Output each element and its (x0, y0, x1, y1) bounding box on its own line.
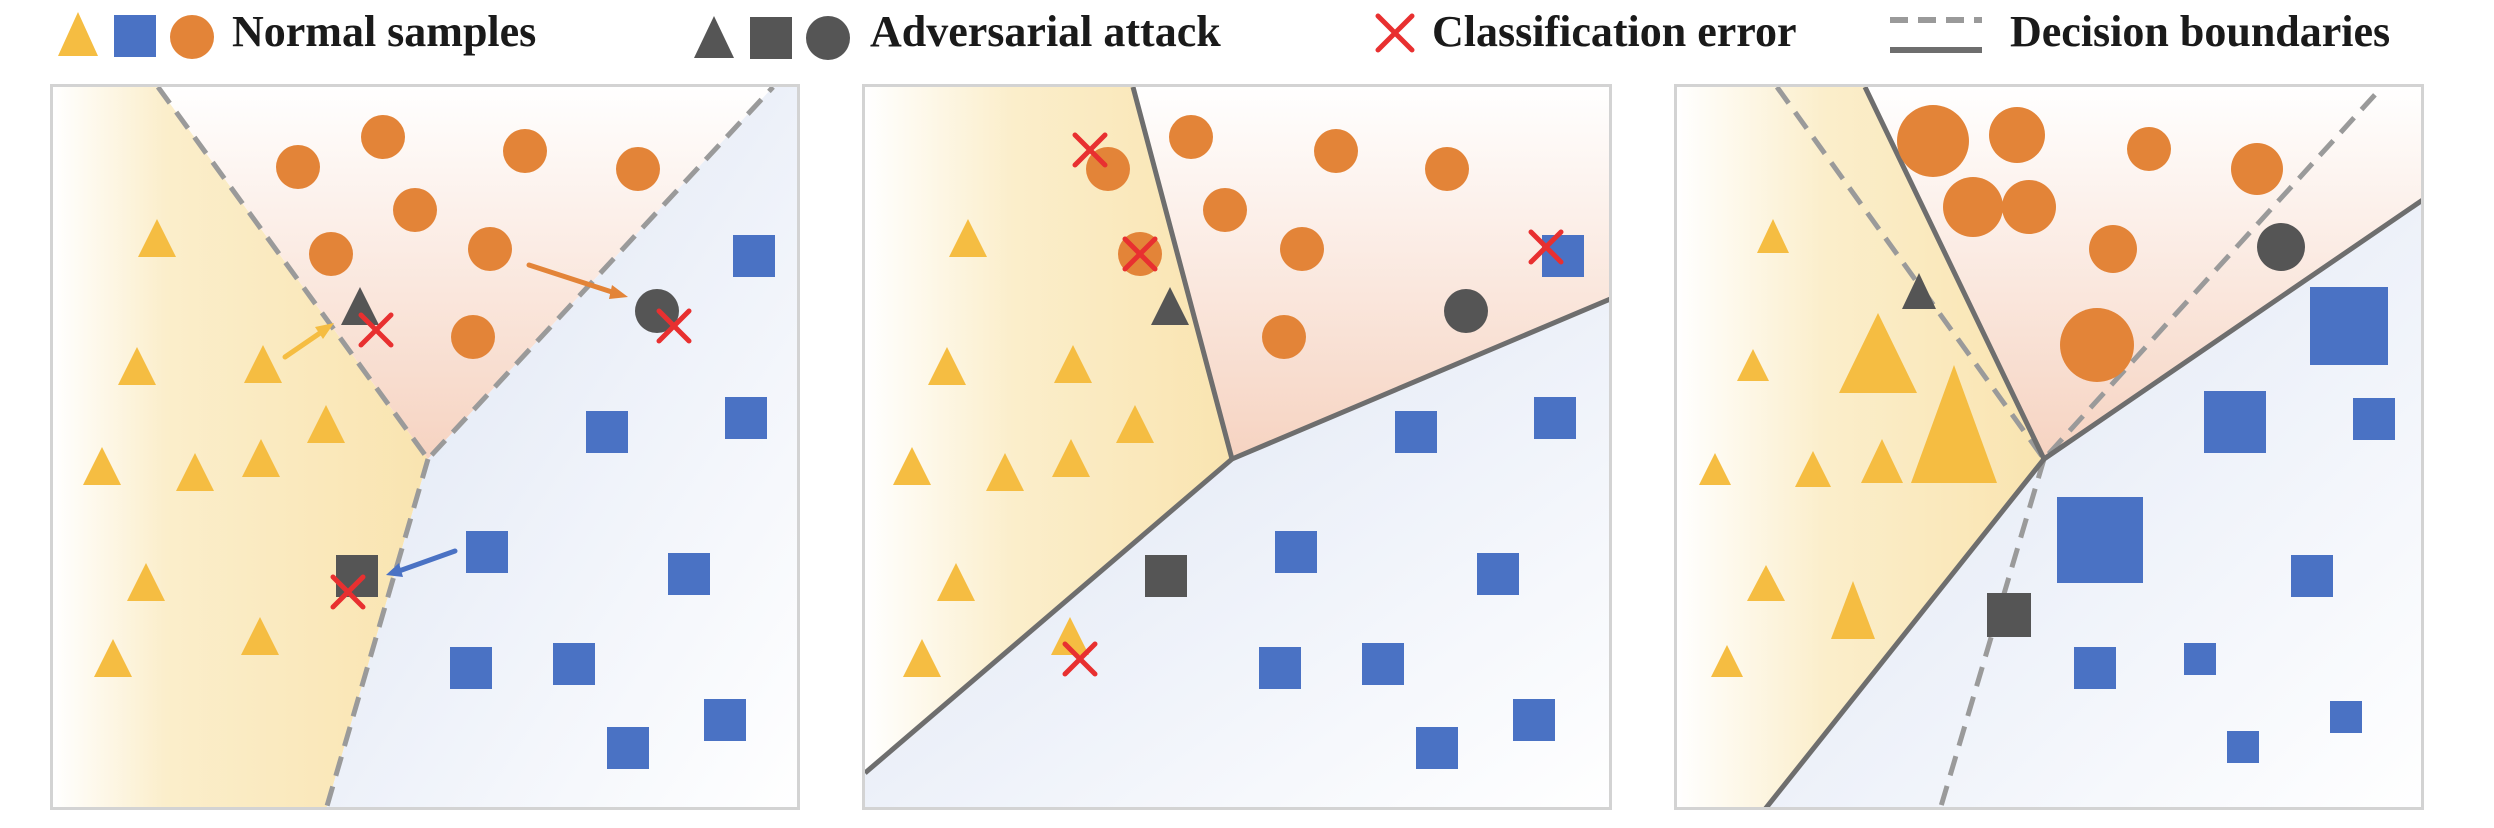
legend-triangle-icon (58, 12, 98, 56)
error-crosses (1062, 132, 1564, 677)
legend-normal-samples-label: Normal samples (232, 7, 537, 56)
square-samples (450, 235, 775, 769)
panel-1 (50, 84, 800, 810)
triangle-samples (893, 219, 1154, 677)
region-circle-class (1133, 87, 1609, 459)
region-triangle-class (1677, 87, 2044, 807)
solid-decision-boundary (865, 457, 1234, 775)
adversarial-circle (1444, 289, 1488, 333)
legend-adversarial-square-icon (750, 17, 792, 59)
triangle-samples (1699, 219, 1997, 677)
circle-samples (1086, 115, 1469, 359)
panel-3 (1674, 84, 2424, 810)
legend-square-icon (114, 15, 156, 57)
circle-samples (276, 115, 660, 359)
solid-decision-boundary (1763, 457, 2046, 807)
triangle-samples (83, 219, 345, 677)
legend-adversarial-circle-icon (806, 16, 850, 60)
error-crosses (330, 308, 692, 610)
legend-decision-boundaries-label: Decision boundaries (2010, 7, 2391, 56)
adversarial-square (1987, 593, 2031, 637)
legend-cross-icon (1375, 13, 1415, 53)
panel-3-plot (1677, 87, 2421, 807)
legend: Normal samples Adversarial attack Classi… (0, 0, 2494, 76)
adversarial-triangle (341, 287, 379, 325)
adversarial-circle (2257, 223, 2305, 271)
adversarial-triangle (1151, 287, 1189, 325)
square-samples (1259, 235, 1584, 769)
dashed-decision-boundary (1774, 87, 2384, 463)
legend-adversarial-triangle-icon (694, 16, 734, 58)
panel-1-plot (53, 87, 797, 807)
attack-arrows (282, 262, 628, 577)
adversarial-triangle (1902, 273, 1936, 309)
legend-adversarial-attack-label: Adversarial attack (870, 7, 1221, 56)
adversarial-square (1145, 555, 1187, 597)
legend-circle-icon (170, 15, 214, 59)
region-triangle-class (53, 87, 428, 807)
region-square-class (326, 87, 797, 807)
panel-2-plot (865, 87, 1609, 807)
circle-samples (1897, 105, 2283, 382)
region-circle-class (1865, 87, 2421, 459)
square-samples (2057, 287, 2395, 763)
panel-2 (862, 84, 1612, 810)
adversarial-square (336, 555, 378, 597)
legend-symbols (58, 12, 1982, 60)
legend-classification-error-label: Classification error (1432, 7, 1797, 56)
